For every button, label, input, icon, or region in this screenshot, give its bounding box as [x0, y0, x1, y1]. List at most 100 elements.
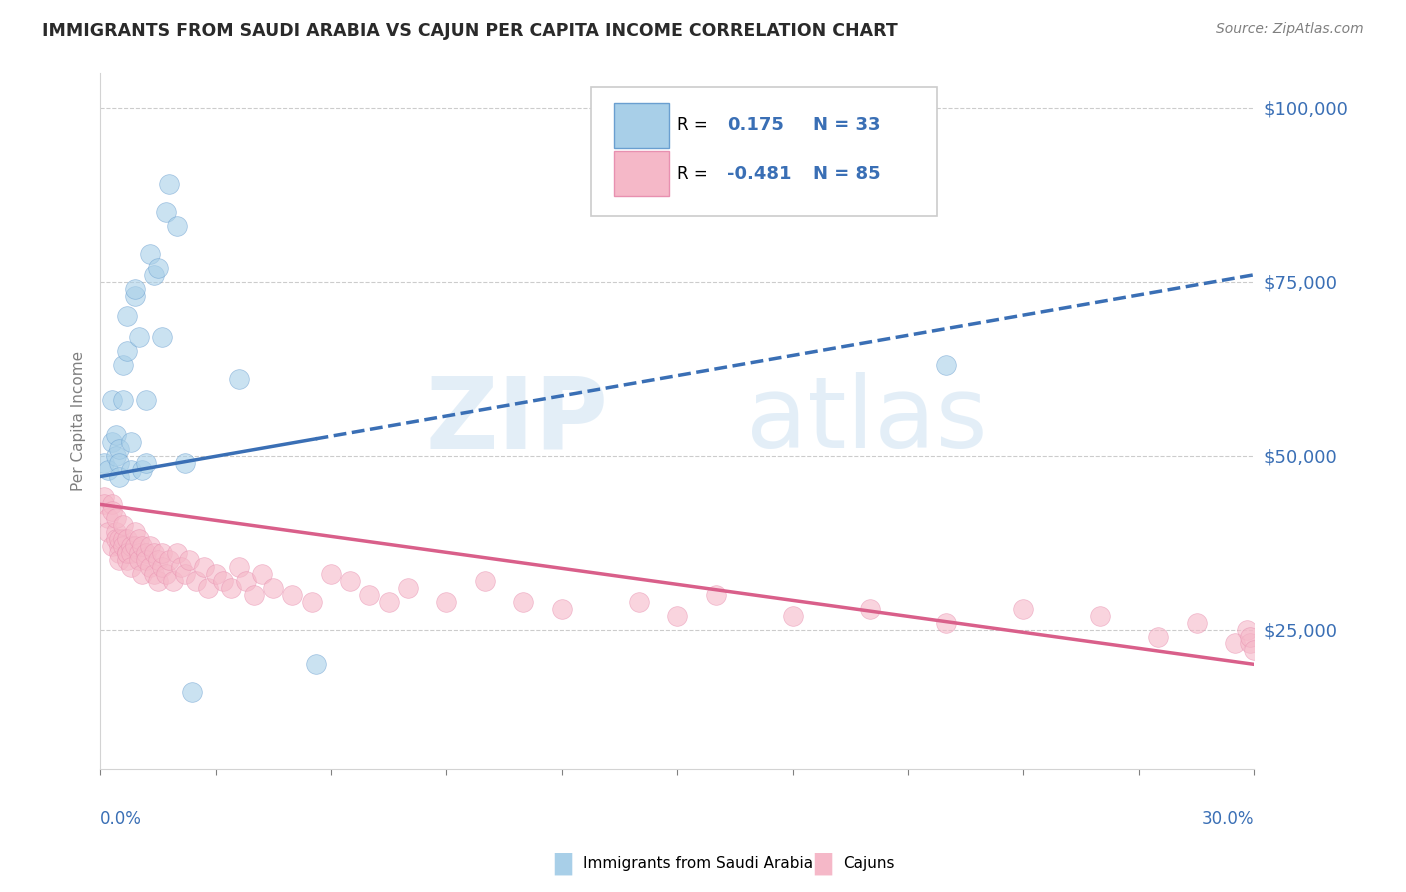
Point: [120, 560, 142, 574]
Point: [150, 546, 173, 560]
FancyBboxPatch shape: [613, 152, 669, 196]
Point: [243, 588, 266, 602]
Point: [112, 392, 135, 407]
Point: [262, 581, 284, 595]
Point: [204, 566, 226, 581]
Point: [108, 539, 131, 553]
Point: [704, 588, 727, 602]
Point: [193, 560, 215, 574]
Point: [627, 595, 650, 609]
Point: [120, 434, 142, 449]
Point: [1239, 636, 1261, 650]
Text: 30.0%: 30.0%: [1202, 811, 1254, 829]
Point: [1223, 636, 1246, 650]
Point: [1185, 615, 1208, 630]
Point: [143, 268, 166, 282]
Point: [135, 553, 157, 567]
Point: [108, 456, 131, 470]
Point: [115, 532, 138, 546]
Point: [143, 566, 166, 581]
Point: [143, 546, 166, 560]
Point: [104, 449, 127, 463]
Point: [512, 595, 534, 609]
Point: [228, 560, 250, 574]
Text: █: █: [814, 852, 831, 875]
Point: [1012, 601, 1035, 615]
FancyBboxPatch shape: [613, 103, 669, 148]
Point: [235, 574, 257, 588]
Point: [128, 553, 150, 567]
Point: [104, 532, 127, 546]
Text: Cajuns: Cajuns: [844, 856, 896, 871]
Point: [155, 205, 177, 219]
Y-axis label: Per Capita Income: Per Capita Income: [72, 351, 86, 491]
Point: [108, 532, 131, 546]
Point: [146, 553, 169, 567]
Point: [396, 581, 419, 595]
Point: [100, 539, 122, 553]
Point: [100, 434, 122, 449]
Point: [112, 358, 135, 372]
Point: [186, 574, 208, 588]
Point: [150, 330, 173, 344]
Point: [1090, 608, 1112, 623]
Point: [124, 525, 146, 540]
Point: [104, 511, 127, 525]
Point: [128, 532, 150, 546]
Point: [108, 469, 131, 483]
Point: [131, 462, 153, 476]
Point: [434, 595, 457, 609]
Point: [115, 553, 138, 567]
Point: [935, 615, 957, 630]
Point: [212, 574, 235, 588]
Text: N = 85: N = 85: [813, 165, 882, 183]
Point: [115, 546, 138, 560]
Point: [112, 518, 135, 533]
Point: [131, 566, 153, 581]
Point: [108, 553, 131, 567]
Point: [166, 219, 188, 233]
Point: [135, 546, 157, 560]
Point: [1239, 630, 1261, 644]
Point: [1243, 643, 1265, 657]
Point: [112, 532, 135, 546]
Text: N = 33: N = 33: [813, 116, 880, 134]
Point: [935, 358, 957, 372]
Text: 0.0%: 0.0%: [100, 811, 142, 829]
Text: R =: R =: [678, 116, 713, 134]
Point: [228, 372, 250, 386]
Point: [128, 330, 150, 344]
Point: [128, 546, 150, 560]
Point: [124, 539, 146, 553]
Point: [135, 456, 157, 470]
Point: [93, 491, 115, 505]
Text: Immigrants from Saudi Arabia: Immigrants from Saudi Arabia: [583, 856, 814, 871]
Point: [162, 574, 184, 588]
Point: [124, 282, 146, 296]
Point: [281, 588, 304, 602]
Point: [181, 685, 204, 699]
Point: [115, 344, 138, 359]
Point: [377, 595, 399, 609]
Point: [173, 456, 195, 470]
Point: [146, 574, 169, 588]
Point: [108, 442, 131, 456]
Point: [139, 539, 162, 553]
Point: [150, 560, 173, 574]
Text: R =: R =: [678, 165, 713, 183]
Point: [100, 504, 122, 518]
Text: ZIP: ZIP: [425, 372, 607, 469]
Point: [115, 546, 138, 560]
Text: █: █: [554, 852, 571, 875]
Point: [97, 525, 120, 540]
Point: [97, 462, 120, 476]
Point: [104, 525, 127, 540]
Point: [858, 601, 880, 615]
Text: atlas: atlas: [747, 372, 988, 469]
Point: [177, 553, 200, 567]
Text: IMMIGRANTS FROM SAUDI ARABIA VS CAJUN PER CAPITA INCOME CORRELATION CHART: IMMIGRANTS FROM SAUDI ARABIA VS CAJUN PE…: [42, 22, 898, 40]
Point: [93, 456, 115, 470]
Point: [108, 546, 131, 560]
Text: 0.175: 0.175: [727, 116, 783, 134]
Point: [250, 566, 273, 581]
